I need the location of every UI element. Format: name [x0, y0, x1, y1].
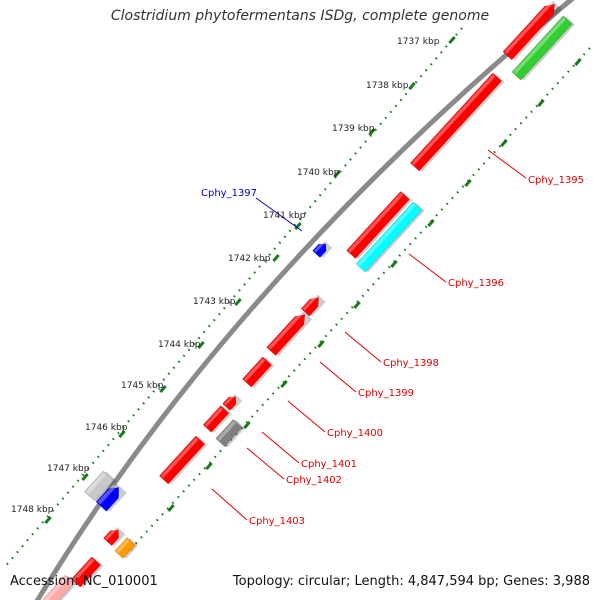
tick-labels: 1737 kbp 1738 kbp 1739 kbp 1740 kbp 1741 kbp… — [11, 37, 440, 515]
gene-cphy-1395[interactable] — [409, 72, 505, 173]
tick-label: 1748 kbp — [11, 505, 54, 515]
tick-mark-outer — [408, 82, 416, 90]
gene-cphy-1395-connector — [487, 149, 527, 179]
label-connectors — [211, 149, 527, 521]
tick-mark-inner — [537, 99, 545, 107]
gene-cphy-1400-connector — [287, 400, 326, 433]
gene-cphy-1402[interactable] — [215, 418, 246, 448]
tick-mark-inner — [317, 340, 325, 348]
tick-mark-inner — [167, 504, 175, 512]
tick-mark-inner — [427, 219, 435, 227]
tick-mark-inner — [390, 260, 398, 268]
gene-cphy-1401-label[interactable]: Cphy_1401 — [301, 459, 357, 470]
tick-label: 1738 kbp — [366, 81, 409, 91]
tick-label: 1737 kbp — [397, 37, 440, 47]
gene-cphy-1395-label[interactable]: Cphy_1395 — [528, 175, 584, 186]
tick-mark-outer — [333, 170, 341, 178]
gene-cphy-1396[interactable] — [355, 201, 425, 274]
tick-mark-outer — [368, 128, 376, 136]
gene-cphy-1398-label[interactable]: Cphy_1398 — [383, 358, 439, 369]
gene-cphy-1397[interactable] — [312, 239, 333, 259]
gene-cphy-1400-label[interactable]: Cphy_1400 — [327, 428, 383, 439]
gene-labels: Cphy_1395 Cphy_1396 Cphy_1397 Cphy_1398 Cphy… — [201, 175, 584, 527]
gene-cphy-1403[interactable] — [158, 435, 208, 486]
feature-red-bottom[interactable] — [71, 556, 104, 589]
feature-top-right-red[interactable] — [502, 0, 562, 62]
tick-mark-outer — [294, 222, 302, 230]
gene-cphy-1399-connector — [319, 361, 357, 393]
tick-label: 1744 kbp — [158, 340, 201, 350]
topology-text: Topology: circular; Length: 4,847,594 bp… — [232, 574, 590, 589]
tick-label: 1742 kbp — [228, 254, 271, 264]
gene-cphy-1403-connector — [211, 488, 248, 521]
tick-ruler — [3, 27, 591, 569]
gene-cphy-1396-connector — [408, 253, 447, 283]
feature-blue[interactable] — [95, 482, 127, 513]
gene-cphy-1403-label[interactable]: Cphy_1403 — [249, 516, 305, 527]
gene-cphy-1398[interactable] — [300, 293, 326, 318]
accession-text: Accession: NC_010001 — [10, 574, 158, 589]
tick-label: 1739 kbp — [332, 124, 375, 134]
tick-mark-inner — [205, 462, 213, 470]
tick-mark-outer — [197, 341, 205, 349]
tick-label: 1741 kbp — [263, 211, 306, 221]
tick-mark-outer — [118, 430, 126, 438]
tick-mark-outer — [81, 473, 89, 481]
tick-mark-inner — [353, 301, 361, 309]
gene-cphy-1400[interactable] — [242, 356, 275, 389]
tick-mark-inner — [574, 58, 582, 66]
gene-cphy-1402-label[interactable]: Cphy_1402 — [286, 475, 342, 486]
gene-cphy-1396-red[interactable] — [346, 190, 413, 260]
tick-mark-inner — [243, 421, 251, 429]
gene-cphy-1397-connector — [255, 197, 303, 232]
tick-mark-outer — [234, 298, 242, 306]
tick-mark-inner — [500, 139, 508, 147]
gene-cphy-1398-connector — [344, 331, 382, 363]
outer-tick-ruler — [3, 27, 463, 569]
genome-backbone — [34, 0, 575, 600]
gene-cphy-1397-label[interactable]: Cphy_1397 — [201, 188, 257, 199]
feature-red-lower[interactable] — [103, 525, 126, 547]
inner-tick-ruler — [127, 47, 591, 553]
gene-cphy-1401-connector — [261, 431, 300, 464]
feature-red-small[interactable] — [202, 405, 232, 434]
tick-label: 1747 kbp — [47, 464, 90, 474]
tick-mark-outer — [448, 36, 456, 44]
gene-cphy-1399[interactable] — [266, 309, 313, 357]
tick-mark-outer — [44, 516, 52, 524]
tick-label: 1745 kbp — [121, 381, 164, 391]
feature-gray[interactable] — [83, 470, 117, 503]
tick-label: 1743 kbp — [193, 297, 236, 307]
tick-mark-outer — [159, 385, 167, 393]
map-title: Clostridium phytofermentans ISDg, comple… — [110, 8, 490, 24]
gene-cphy-1399-label[interactable]: Cphy_1399 — [358, 388, 414, 399]
tick-label: 1746 kbp — [85, 423, 128, 433]
gene-cphy-1401[interactable] — [222, 392, 243, 412]
feature-pink-bottom[interactable] — [37, 574, 77, 600]
feature-orange[interactable] — [114, 537, 138, 560]
tick-mark-outer — [272, 254, 280, 262]
feature-top-right-green[interactable] — [511, 15, 575, 82]
gene-cphy-1402-connector — [246, 447, 285, 480]
gene-cphy-1396-label[interactable]: Cphy_1396 — [448, 278, 504, 289]
tick-mark-inner — [280, 380, 288, 388]
tick-mark-inner — [464, 179, 472, 187]
tick-label: 1740 kbp — [297, 168, 340, 178]
feature-track — [37, 0, 575, 600]
